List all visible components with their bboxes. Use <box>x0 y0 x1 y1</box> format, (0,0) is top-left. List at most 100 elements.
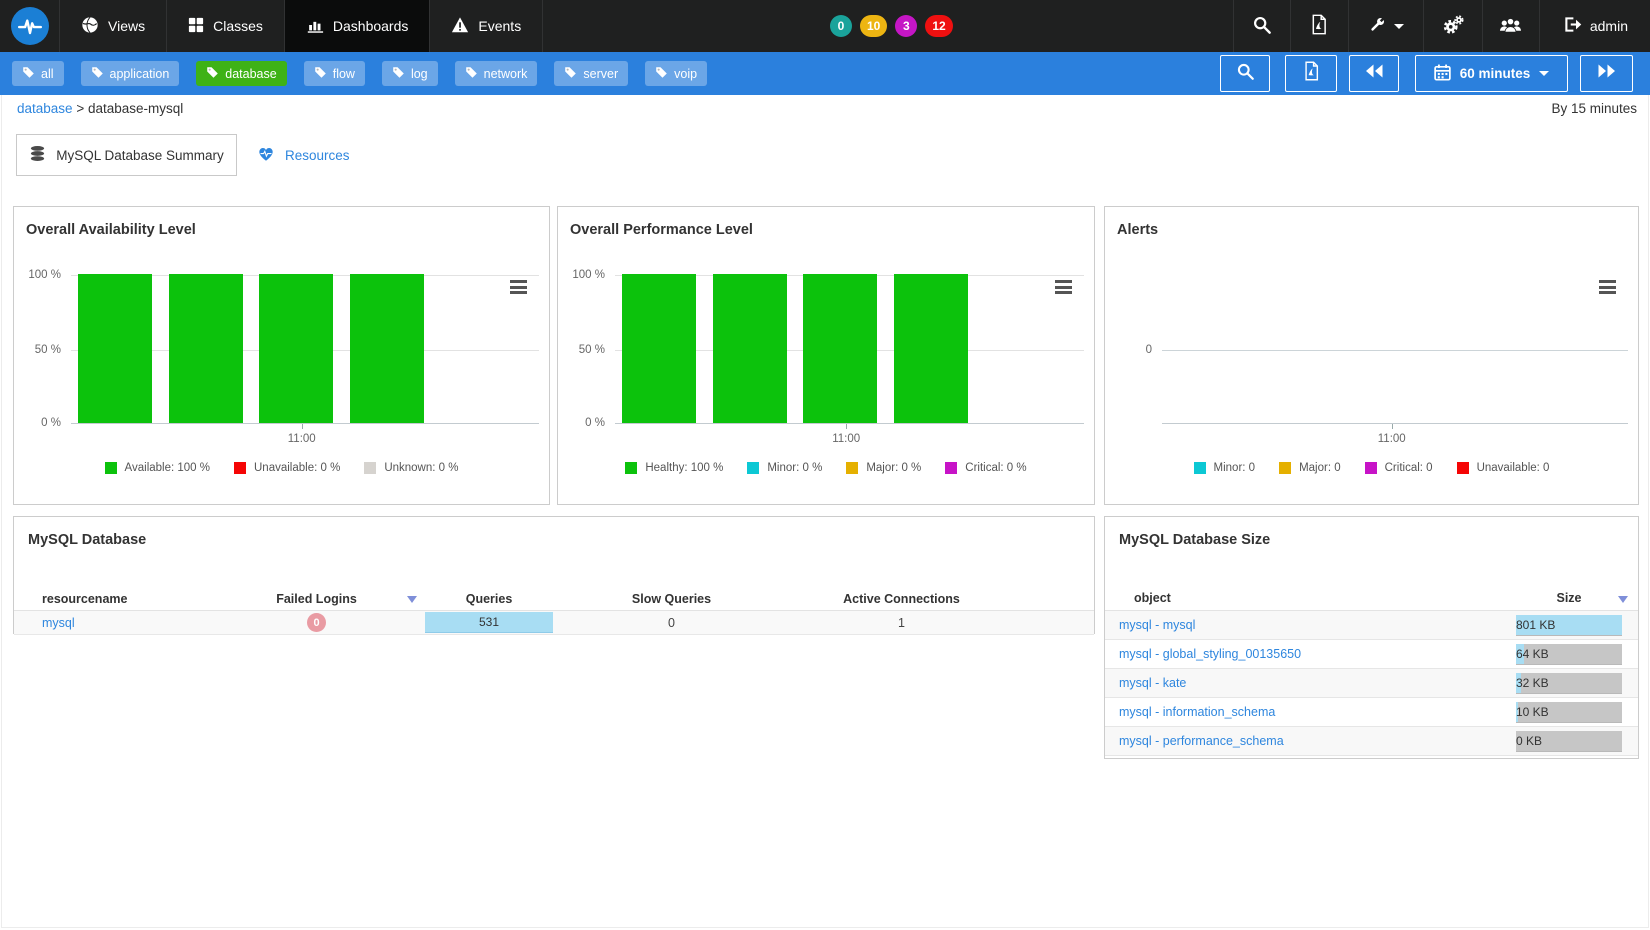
tag-icon <box>392 66 405 82</box>
failed-logins-badge: 0 <box>307 613 326 632</box>
size-value: 10 KB <box>1516 704 1549 719</box>
nav-views-label: Views <box>108 18 146 34</box>
breadcrumb-parent-link[interactable]: database <box>17 101 73 116</box>
object-link[interactable]: mysql - kate <box>1119 676 1187 690</box>
performance-plot-area: 100 % 50 % 0 % 11:00 <box>572 269 1084 445</box>
sort-descending-icon[interactable] <box>1618 596 1628 603</box>
badge-critical[interactable]: 3 <box>895 15 918 37</box>
chart-legend: Minor: 0 Major: 0 Critical: 0 Unavailabl… <box>1105 462 1638 474</box>
object-link[interactable]: mysql - global_styling_00135650 <box>1119 647 1302 661</box>
navbar-tools-dropdown[interactable] <box>1347 0 1423 52</box>
column-header-resourcename[interactable]: resourcename <box>42 592 128 606</box>
table-header-row: resourcename Failed Logins Queries Slow … <box>14 588 1094 611</box>
nav-dashboards[interactable]: Dashboards <box>284 0 431 52</box>
bar[interactable] <box>78 274 152 423</box>
legend-item[interactable]: Unknown: 0 % <box>364 462 458 474</box>
tag-chip-database-active[interactable]: database <box>196 61 287 86</box>
sort-descending-icon[interactable] <box>407 596 417 603</box>
tag-chip-application[interactable]: application <box>80 61 180 86</box>
tag-icon <box>91 66 104 82</box>
legend-item[interactable]: Unavailable: 0 <box>1456 462 1549 474</box>
toolbar-search-button[interactable] <box>1220 55 1270 92</box>
column-header-size[interactable]: Size <box>1556 591 1582 605</box>
tag-icon <box>22 66 35 82</box>
legend-swatch <box>625 462 638 474</box>
column-header-queries[interactable]: Queries <box>465 592 513 606</box>
legend-item[interactable]: Critical: 0 % <box>945 462 1027 474</box>
legend-item[interactable]: Major: 0 <box>1279 462 1341 474</box>
tag-chip-all[interactable]: all <box>12 61 64 86</box>
object-link[interactable]: mysql - performance_schema <box>1119 734 1284 748</box>
y-tick-0: 0 % <box>585 417 605 429</box>
wrench-icon <box>1367 15 1387 38</box>
badge-down[interactable]: 12 <box>925 15 953 37</box>
bar[interactable] <box>622 274 696 423</box>
bar[interactable] <box>168 274 243 423</box>
size-value: 64 KB <box>1516 646 1549 661</box>
navbar-search-button[interactable] <box>1232 0 1290 52</box>
y-tick-50: 50 % <box>578 343 605 356</box>
object-link[interactable]: mysql - mysql <box>1119 618 1196 632</box>
navbar-pdf-export-button[interactable] <box>1289 0 1348 52</box>
tag-icon <box>465 66 478 82</box>
time-range-dropdown[interactable]: 60 minutes <box>1415 55 1568 92</box>
column-header-active-connections[interactable]: Active Connections <box>843 592 960 606</box>
badge-warning[interactable]: 10 <box>860 15 888 37</box>
breadcrumb: database > database-mysql <box>17 101 183 116</box>
app-logo[interactable] <box>0 0 60 52</box>
chart-menu-icon[interactable] <box>510 280 527 297</box>
badge-cleared[interactable]: 0 <box>830 15 852 37</box>
tag-filter-bar: all application database flow log networ… <box>0 52 1650 95</box>
tab-resources[interactable]: Resources <box>237 134 370 176</box>
warning-triangle-icon <box>451 16 469 37</box>
nav-views[interactable]: Views <box>60 0 168 52</box>
tag-icon <box>655 66 668 82</box>
bar[interactable] <box>712 274 787 423</box>
nav-events[interactable]: Events <box>430 0 544 52</box>
username-label: admin <box>1589 18 1628 34</box>
resource-link[interactable]: mysql <box>42 615 75 630</box>
table-row: mysql - information_schema 10 KB <box>1105 698 1638 727</box>
legend-item[interactable]: Critical: 0 <box>1364 462 1433 474</box>
column-header-slow-queries[interactable]: Slow Queries <box>631 592 712 606</box>
navbar-settings-button[interactable] <box>1422 0 1482 52</box>
legend-swatch <box>364 462 377 474</box>
column-header-object[interactable]: object <box>1134 591 1171 605</box>
bar[interactable] <box>349 274 424 423</box>
chart-title: Overall Performance Level <box>570 222 753 238</box>
y-tick-50: 50 % <box>34 343 61 356</box>
toolbar-pdf-button[interactable] <box>1285 55 1337 92</box>
navbar-users-button[interactable] <box>1481 0 1539 52</box>
tag-chip-voip[interactable]: voip <box>645 61 708 86</box>
legend-item[interactable]: Minor: 0 % <box>747 462 822 474</box>
column-header-failed-logins[interactable]: Failed Logins <box>276 592 357 606</box>
time-step-forward-button[interactable] <box>1580 55 1633 92</box>
tag-chip-network[interactable]: network <box>454 61 538 86</box>
event-count-badges: 0 10 3 12 <box>830 15 953 37</box>
calendar-icon <box>1434 64 1451 84</box>
legend-item[interactable]: Major: 0 % <box>846 462 921 474</box>
chart-menu-icon[interactable] <box>1055 280 1072 297</box>
object-link[interactable]: mysql - information_schema <box>1119 705 1276 719</box>
tag-chip-log[interactable]: log <box>381 61 438 86</box>
legend-item[interactable]: Available: 100 % <box>104 462 210 474</box>
bar[interactable] <box>893 274 968 423</box>
table-header-row: object Size <box>1105 588 1638 611</box>
legend-item[interactable]: Minor: 0 <box>1193 462 1255 474</box>
legend-item[interactable]: Healthy: 100 % <box>625 462 723 474</box>
table-row: mysql - mysql 801 KB <box>1105 611 1638 640</box>
availability-bars <box>78 274 424 423</box>
navbar-logout-button[interactable]: admin <box>1538 0 1650 52</box>
nav-classes[interactable]: Classes <box>167 0 285 52</box>
tag-chip-server[interactable]: server <box>554 61 629 86</box>
time-step-back-button[interactable] <box>1349 55 1399 92</box>
tag-chip-flow[interactable]: flow <box>303 61 365 86</box>
legend-item[interactable]: Unavailable: 0 % <box>234 462 340 474</box>
chart-menu-icon[interactable] <box>1599 280 1616 297</box>
pdf-file-icon <box>1310 14 1328 38</box>
bar[interactable] <box>259 274 334 423</box>
search-icon <box>1236 62 1255 86</box>
bar[interactable] <box>803 274 878 423</box>
legend-swatch <box>1193 462 1206 474</box>
tab-mysql-database-summary[interactable]: MySQL Database Summary <box>16 134 237 176</box>
